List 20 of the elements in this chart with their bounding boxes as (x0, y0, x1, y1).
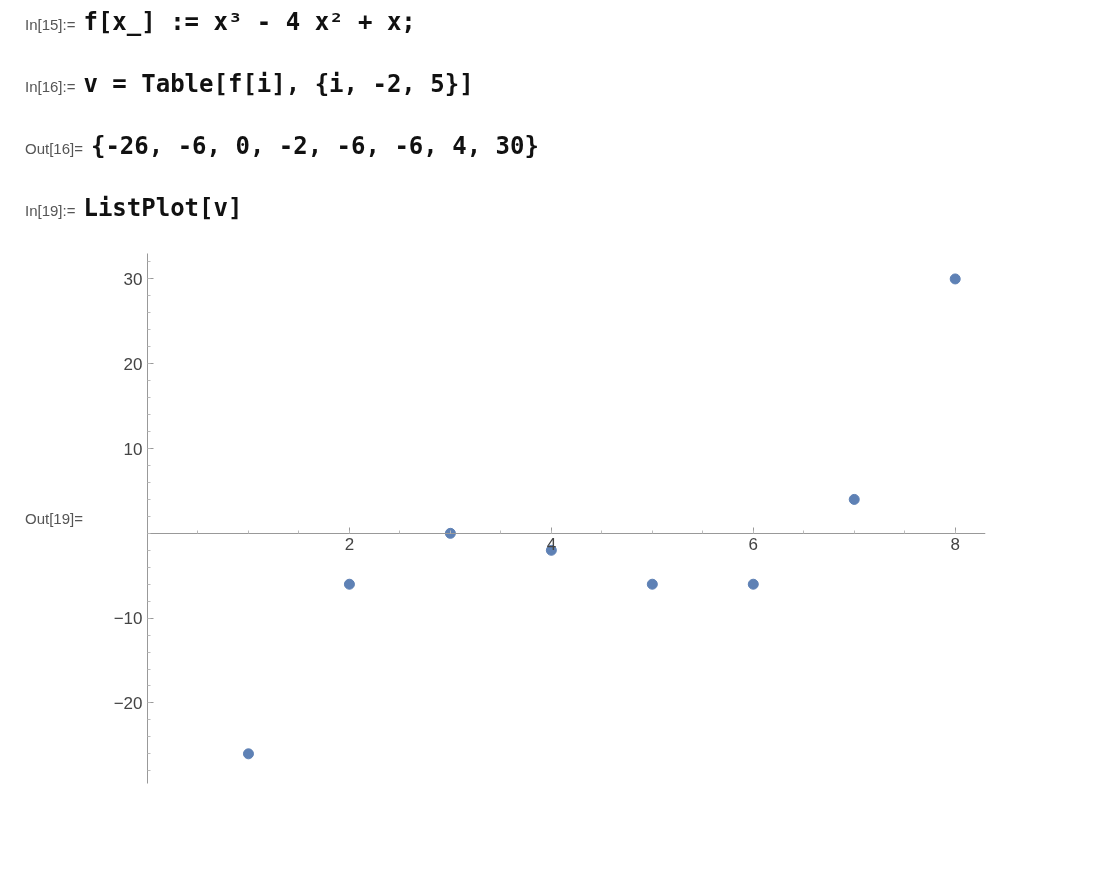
point (848, 493, 860, 505)
text: In[15]:= f[x_] := x³ - 4 x² + x; (25, 8, 416, 36)
text: In[16]:= v = Table[f[i], {i, -2, 5}] (25, 70, 474, 98)
y-tick-label: 10 (123, 439, 143, 459)
text: In[19]:= ListPlot[v] (25, 194, 243, 222)
point (646, 578, 658, 590)
text: Out[16]= {-26, -6, 0, -2, -6, -6, 4, 30} (25, 132, 539, 160)
y-tick-label: 30 (123, 269, 143, 289)
x-tick-label: 6 (748, 535, 759, 555)
y-tick-label: 20 (123, 354, 143, 374)
x-tick-label: 8 (950, 535, 960, 555)
text: Out[19]= (25, 510, 83, 527)
y-tick-label: −10 (113, 609, 143, 629)
y-tick-label: −20 (113, 693, 143, 713)
point (747, 578, 759, 590)
point (343, 578, 355, 590)
point (444, 527, 456, 539)
point (242, 748, 254, 760)
point (949, 273, 961, 285)
x-tick-label: 2 (344, 535, 355, 555)
